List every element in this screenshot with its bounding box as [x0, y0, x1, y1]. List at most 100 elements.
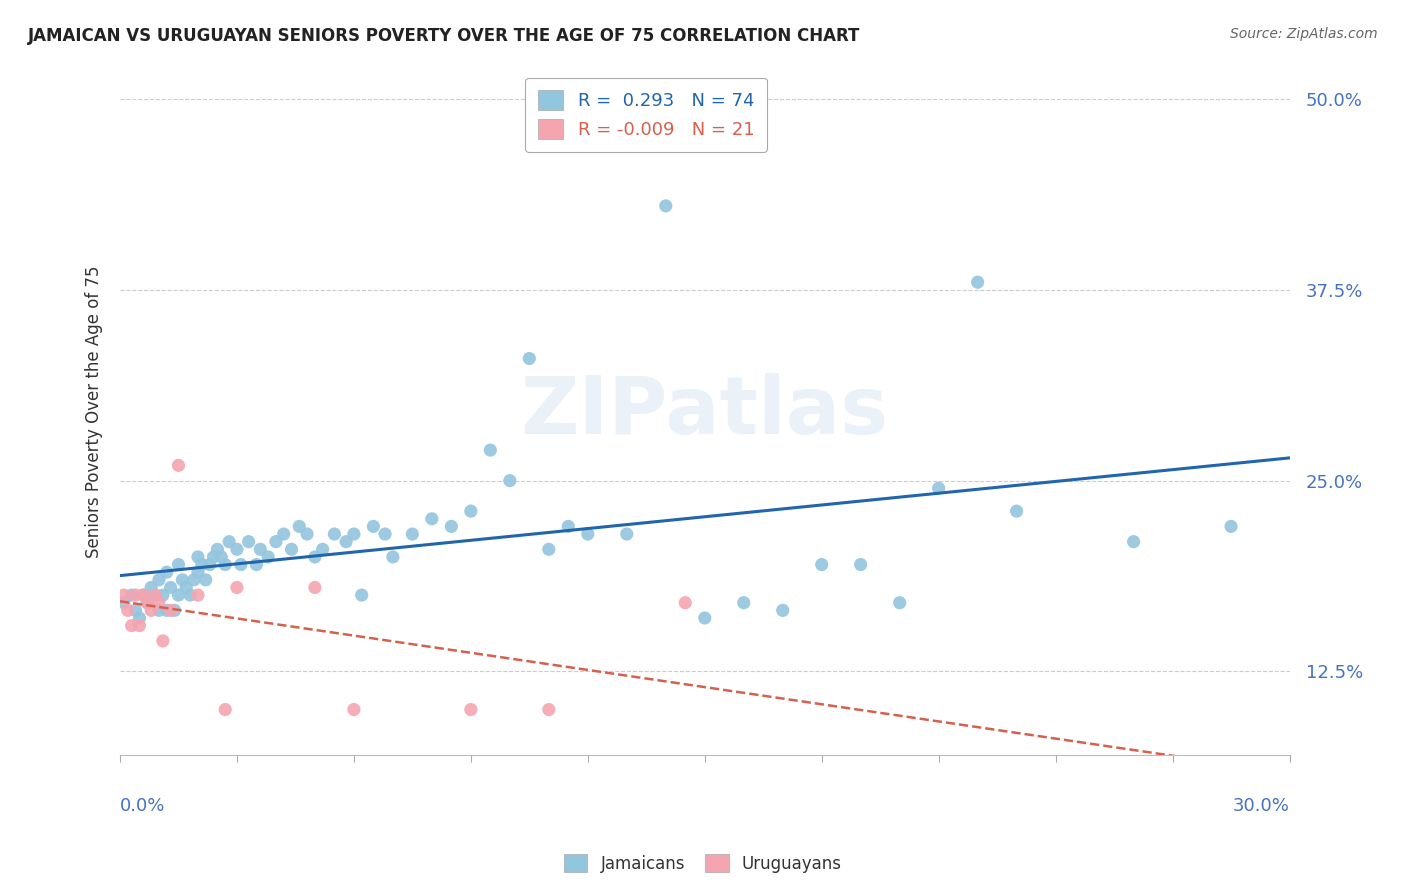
Point — [156, 565, 179, 579]
Point — [167, 558, 190, 572]
Point — [517, 351, 540, 366]
Point — [295, 527, 318, 541]
Point — [772, 603, 794, 617]
Point — [655, 199, 678, 213]
Point — [143, 588, 166, 602]
Text: JAMAICAN VS URUGUAYAN SENIORS POVERTY OVER THE AGE OF 75 CORRELATION CHART: JAMAICAN VS URUGUAYAN SENIORS POVERTY OV… — [28, 27, 860, 45]
Point — [194, 573, 217, 587]
Point — [143, 588, 166, 602]
Point — [179, 588, 201, 602]
Point — [128, 618, 150, 632]
Point — [132, 588, 155, 602]
Point — [141, 581, 163, 595]
Point — [148, 596, 170, 610]
Point — [280, 542, 302, 557]
Point — [124, 588, 146, 602]
Point — [440, 519, 463, 533]
Point — [207, 542, 229, 557]
Point — [136, 596, 159, 610]
Point — [576, 527, 599, 541]
Point — [121, 618, 143, 632]
Point — [229, 558, 252, 572]
Point — [733, 596, 755, 610]
Point — [304, 581, 326, 595]
Point — [350, 588, 373, 602]
Point — [191, 558, 214, 572]
Point — [335, 534, 357, 549]
Text: 0.0%: 0.0% — [120, 797, 166, 814]
Point — [226, 581, 249, 595]
Point — [117, 603, 139, 617]
Point — [537, 542, 560, 557]
Point — [183, 573, 205, 587]
Legend: Jamaicans, Uruguayans: Jamaicans, Uruguayans — [557, 847, 849, 880]
Point — [187, 549, 209, 564]
Point — [163, 603, 186, 617]
Point — [218, 534, 240, 549]
Point — [460, 702, 482, 716]
Point — [363, 519, 385, 533]
Legend: R =  0.293   N = 74, R = -0.009   N = 21: R = 0.293 N = 74, R = -0.009 N = 21 — [526, 78, 768, 152]
Point — [202, 549, 225, 564]
Point — [124, 603, 146, 617]
Point — [121, 588, 143, 602]
Point — [673, 596, 696, 610]
Y-axis label: Seniors Poverty Over the Age of 75: Seniors Poverty Over the Age of 75 — [86, 266, 103, 558]
Point — [152, 633, 174, 648]
Point — [141, 603, 163, 617]
Point — [460, 504, 482, 518]
Point — [1005, 504, 1028, 518]
Point — [172, 573, 194, 587]
Point — [323, 527, 346, 541]
Point — [159, 603, 181, 617]
Point — [226, 542, 249, 557]
Point — [537, 702, 560, 716]
Point — [889, 596, 911, 610]
Point — [1122, 534, 1144, 549]
Point — [401, 527, 423, 541]
Point — [209, 549, 232, 564]
Point — [136, 596, 159, 610]
Point — [128, 611, 150, 625]
Point — [343, 702, 366, 716]
Point — [148, 573, 170, 587]
Point — [156, 603, 179, 617]
Point — [288, 519, 311, 533]
Point — [381, 549, 404, 564]
Point — [420, 512, 443, 526]
Point — [273, 527, 295, 541]
Point — [198, 558, 221, 572]
Point — [214, 558, 236, 572]
Point — [159, 581, 181, 595]
Point — [693, 611, 716, 625]
Point — [187, 565, 209, 579]
Point — [187, 588, 209, 602]
Text: Source: ZipAtlas.com: Source: ZipAtlas.com — [1230, 27, 1378, 41]
Text: ZIPatlas: ZIPatlas — [520, 373, 889, 451]
Point — [343, 527, 366, 541]
Point — [167, 458, 190, 473]
Point — [312, 542, 335, 557]
Point — [849, 558, 872, 572]
Point — [1220, 519, 1243, 533]
Point — [167, 588, 190, 602]
Point — [148, 603, 170, 617]
Point — [112, 588, 135, 602]
Point — [966, 275, 988, 289]
Point — [928, 481, 950, 495]
Point — [245, 558, 267, 572]
Point — [112, 596, 135, 610]
Point — [616, 527, 638, 541]
Point — [257, 549, 280, 564]
Point — [132, 588, 155, 602]
Point — [499, 474, 522, 488]
Text: 30.0%: 30.0% — [1233, 797, 1289, 814]
Point — [304, 549, 326, 564]
Point — [249, 542, 271, 557]
Point — [810, 558, 832, 572]
Point — [174, 581, 197, 595]
Point — [264, 534, 287, 549]
Point — [214, 702, 236, 716]
Point — [374, 527, 396, 541]
Point — [479, 443, 502, 458]
